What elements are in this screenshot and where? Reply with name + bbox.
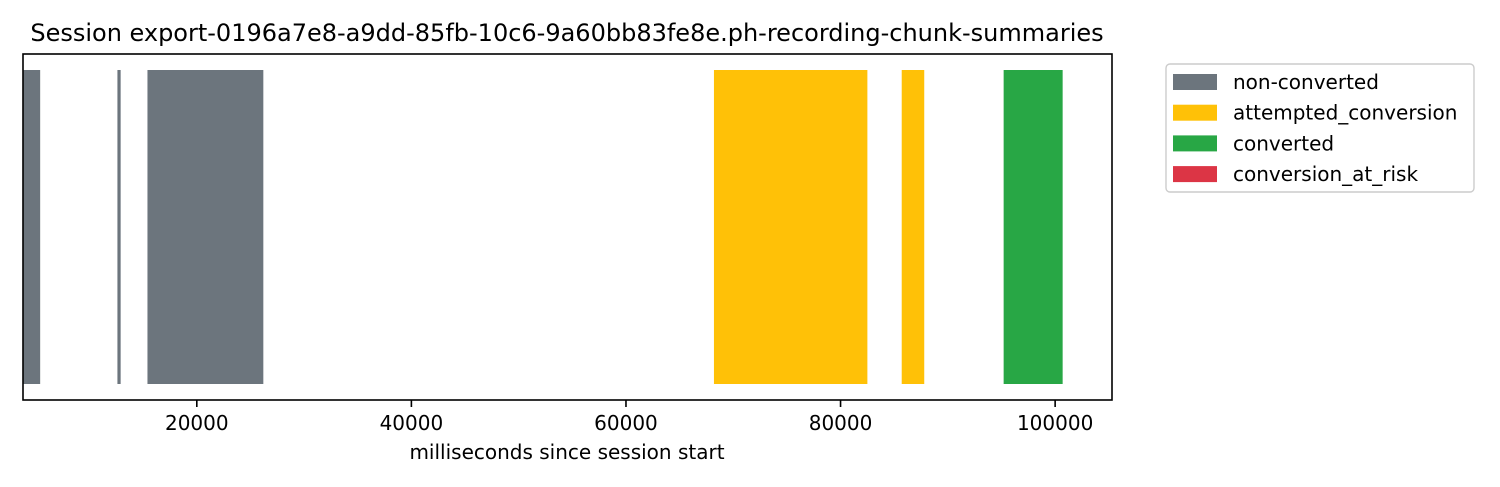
legend-swatch-non-converted — [1173, 74, 1217, 90]
legend-label-non-converted: non-converted — [1233, 70, 1379, 94]
segment-attempted_conversion — [713, 70, 868, 384]
chart-title: Session export-0196a7e8-a9dd-85fb-10c6-9… — [30, 19, 1103, 47]
legend-swatch-conversion_at_risk — [1173, 166, 1217, 183]
x-tick-label: 60000 — [594, 411, 658, 435]
segment-non-converted — [117, 70, 121, 384]
x-tick-label: 100000 — [1017, 411, 1093, 435]
segment-converted — [1003, 70, 1063, 384]
x-tick-label: 20000 — [165, 411, 229, 435]
legend-swatch-attempted_conversion — [1173, 104, 1217, 121]
legend-box — [1165, 63, 1475, 193]
segments-layer — [23, 70, 1063, 384]
segment-non-converted — [23, 70, 41, 384]
plot-area-frame — [22, 53, 1113, 401]
legend-label-converted: converted — [1233, 131, 1334, 155]
segment-attempted_conversion — [901, 70, 925, 384]
segment-non-converted — [147, 70, 264, 384]
x-axis: 20000 40000 60000 80000 100000 — [165, 400, 1093, 435]
legend-label-conversion_at_risk: conversion_at_risk — [1233, 162, 1418, 186]
legend-label-attempted_conversion: attempted_conversion — [1233, 101, 1457, 125]
x-axis-label: milliseconds since session start — [409, 440, 724, 464]
x-tick-label: 80000 — [809, 411, 873, 435]
x-tick-label: 40000 — [380, 411, 444, 435]
legend-swatch-converted — [1173, 135, 1217, 152]
legend: non-converted attempted_conversionconvert… — [1165, 63, 1475, 193]
